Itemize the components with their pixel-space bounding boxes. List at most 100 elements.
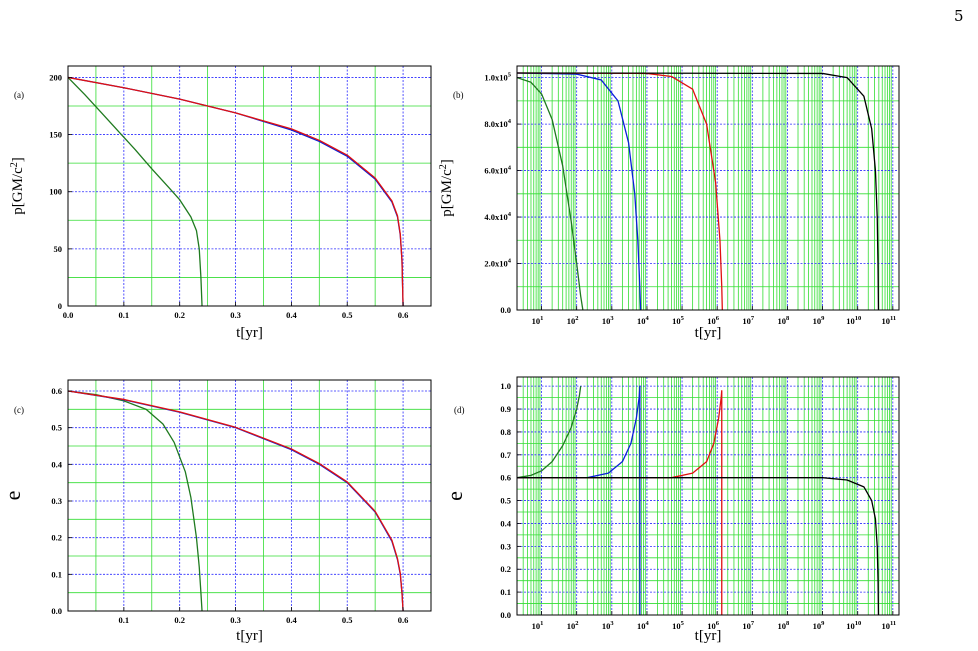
series-group-b (517, 72, 880, 310)
x-tick-exponent: 9 (821, 620, 825, 627)
x-tick-label: 0.5 (342, 310, 353, 320)
y-tick-label: 100 (49, 187, 62, 197)
x-tick-label: 0.4 (286, 310, 297, 320)
x-tick-exponent: 4 (646, 315, 650, 322)
y-axis-label-tail: ] (10, 157, 26, 162)
x-tick-label: 109 (813, 315, 826, 326)
page-number: 5 (954, 7, 964, 25)
y-tick-label: 0.1 (51, 569, 62, 579)
y-tick-label: 0.2 (51, 533, 62, 543)
x-tick-exponent: 6 (716, 315, 720, 322)
series-group-a (68, 76, 404, 306)
x-tick-label: 107 (742, 620, 755, 631)
y-axis-label: p[GM/c2] (438, 159, 455, 217)
x-tick-label: 1010 (846, 620, 861, 631)
x-tick-label: 103 (602, 620, 615, 631)
y-axis-label-exponent: 2 (9, 162, 20, 167)
y-tick-label: 8.0x104 (484, 118, 511, 129)
y-axis-label-exponent: 2 (438, 164, 449, 169)
y-tick-label: 0.2 (500, 564, 511, 574)
x-tick-label: 109 (813, 620, 826, 631)
series-line-a-0 (68, 76, 203, 306)
x-tick-label: 0.4 (286, 615, 297, 625)
y-tick-label: 200 (49, 72, 62, 82)
x-tick-label: 101 (532, 620, 544, 631)
x-tick-label: 107 (742, 315, 755, 326)
series-line-b-1 (517, 72, 642, 310)
y-tick-label: 4.0x104 (484, 211, 511, 222)
series-line-c-2 (68, 390, 404, 611)
x-tick-exponent: 8 (786, 620, 790, 627)
panel-c: 0.1 0.2 0.3 0.4 0.5 0.6 0.0 0.1 0.2 0.3 0.4 0.5 0.6 t… (0, 379, 432, 644)
x-tick-exponent: 1 (540, 315, 543, 322)
y-tick-label: 0.6 (500, 473, 511, 483)
x-tick-exponent: 2 (575, 315, 578, 322)
x-tick-label: 0.5 (342, 615, 353, 625)
plot-frame-a (67, 65, 432, 307)
x-tick-exponent: 7 (751, 315, 755, 322)
y-tick-label: 0.1 (500, 587, 511, 597)
series-line-d-0 (517, 386, 582, 479)
panel-label-a: (a) (14, 90, 24, 100)
y-tick-label: 0.0 (51, 606, 62, 616)
x-tick-exponent: 10 (855, 620, 862, 627)
y-tick-label: 150 (49, 130, 62, 140)
series-line-d-2 (517, 390, 723, 615)
y-tick-label: 0.5 (500, 496, 511, 506)
y-tick-exponent: 4 (508, 165, 512, 172)
grid-a (68, 66, 431, 306)
x-tick-label: 105 (672, 620, 685, 631)
y-tick-exponent: 4 (508, 118, 512, 125)
y-tick-label: 0 (58, 301, 62, 311)
y-tick-exponent: 5 (508, 72, 512, 79)
x-tick-label: 0.3 (230, 615, 241, 625)
x-tick-label: 0.6 (398, 310, 409, 320)
x-tick-exponent: 6 (716, 620, 720, 627)
x-tick-exponent: 9 (821, 315, 825, 322)
y-axis-label-tail: ] (439, 159, 455, 164)
y-tick-label: 0.0 (500, 305, 511, 315)
x-tick-exponent: 5 (681, 620, 685, 627)
y-tick-label: 50 (54, 244, 63, 254)
y-tick-label: 0.3 (500, 541, 511, 551)
x-tick-exponent: 1 (540, 620, 543, 627)
series-group-c (68, 390, 404, 611)
y-tick-label: 0.4 (51, 459, 62, 469)
y-tick-label: 0.7 (500, 450, 511, 460)
x-tick-label: 0.0 (63, 310, 74, 320)
panel-label-c: (c) (14, 405, 24, 415)
y-tick-label: 0.9 (500, 404, 511, 414)
x-axis-label: t[yr] (236, 325, 263, 341)
x-tick-exponent: 4 (646, 620, 650, 627)
series-line-b-2 (517, 72, 723, 310)
x-tick-label: 0.2 (174, 310, 185, 320)
x-tick-label: 106 (707, 315, 720, 326)
y-tick-label: 6.0x104 (484, 165, 511, 176)
x-tick-label: 106 (707, 620, 720, 631)
x-tick-label: 0.6 (398, 615, 409, 625)
plot-frame-b (516, 65, 900, 311)
y-tick-label: 0.3 (51, 496, 62, 506)
series-line-b-0 (517, 77, 584, 310)
x-tick-label: 108 (778, 620, 791, 631)
x-axis-label: t[yr] (236, 628, 263, 644)
y-tick-label: 2.0x104 (484, 258, 511, 269)
panel-b: 101 102 103 104 105 106 107 108 109 1010 10110.02.… (438, 65, 900, 341)
x-tick-exponent: 11 (890, 620, 896, 627)
x-tick-exponent: 3 (610, 315, 614, 322)
y-tick-exponent: 4 (508, 258, 512, 265)
x-tick-exponent: 3 (610, 620, 614, 627)
x-tick-label: 0.1 (119, 615, 130, 625)
x-tick-label: 0.2 (174, 615, 185, 625)
y-axis-label: p[GM/c2] (9, 157, 26, 215)
x-tick-label: 1011 (881, 315, 896, 326)
x-tick-exponent: 10 (855, 315, 862, 322)
y-tick-label: 0.0 (500, 610, 511, 620)
series-line-d-3 (517, 477, 880, 615)
panel-label-b: (b) (453, 90, 464, 100)
x-axis-label: t[yr] (695, 628, 722, 644)
y-tick-label: 0.8 (500, 427, 511, 437)
y-tick-label: 0.6 (51, 386, 62, 396)
x-tick-exponent: 2 (575, 620, 578, 627)
